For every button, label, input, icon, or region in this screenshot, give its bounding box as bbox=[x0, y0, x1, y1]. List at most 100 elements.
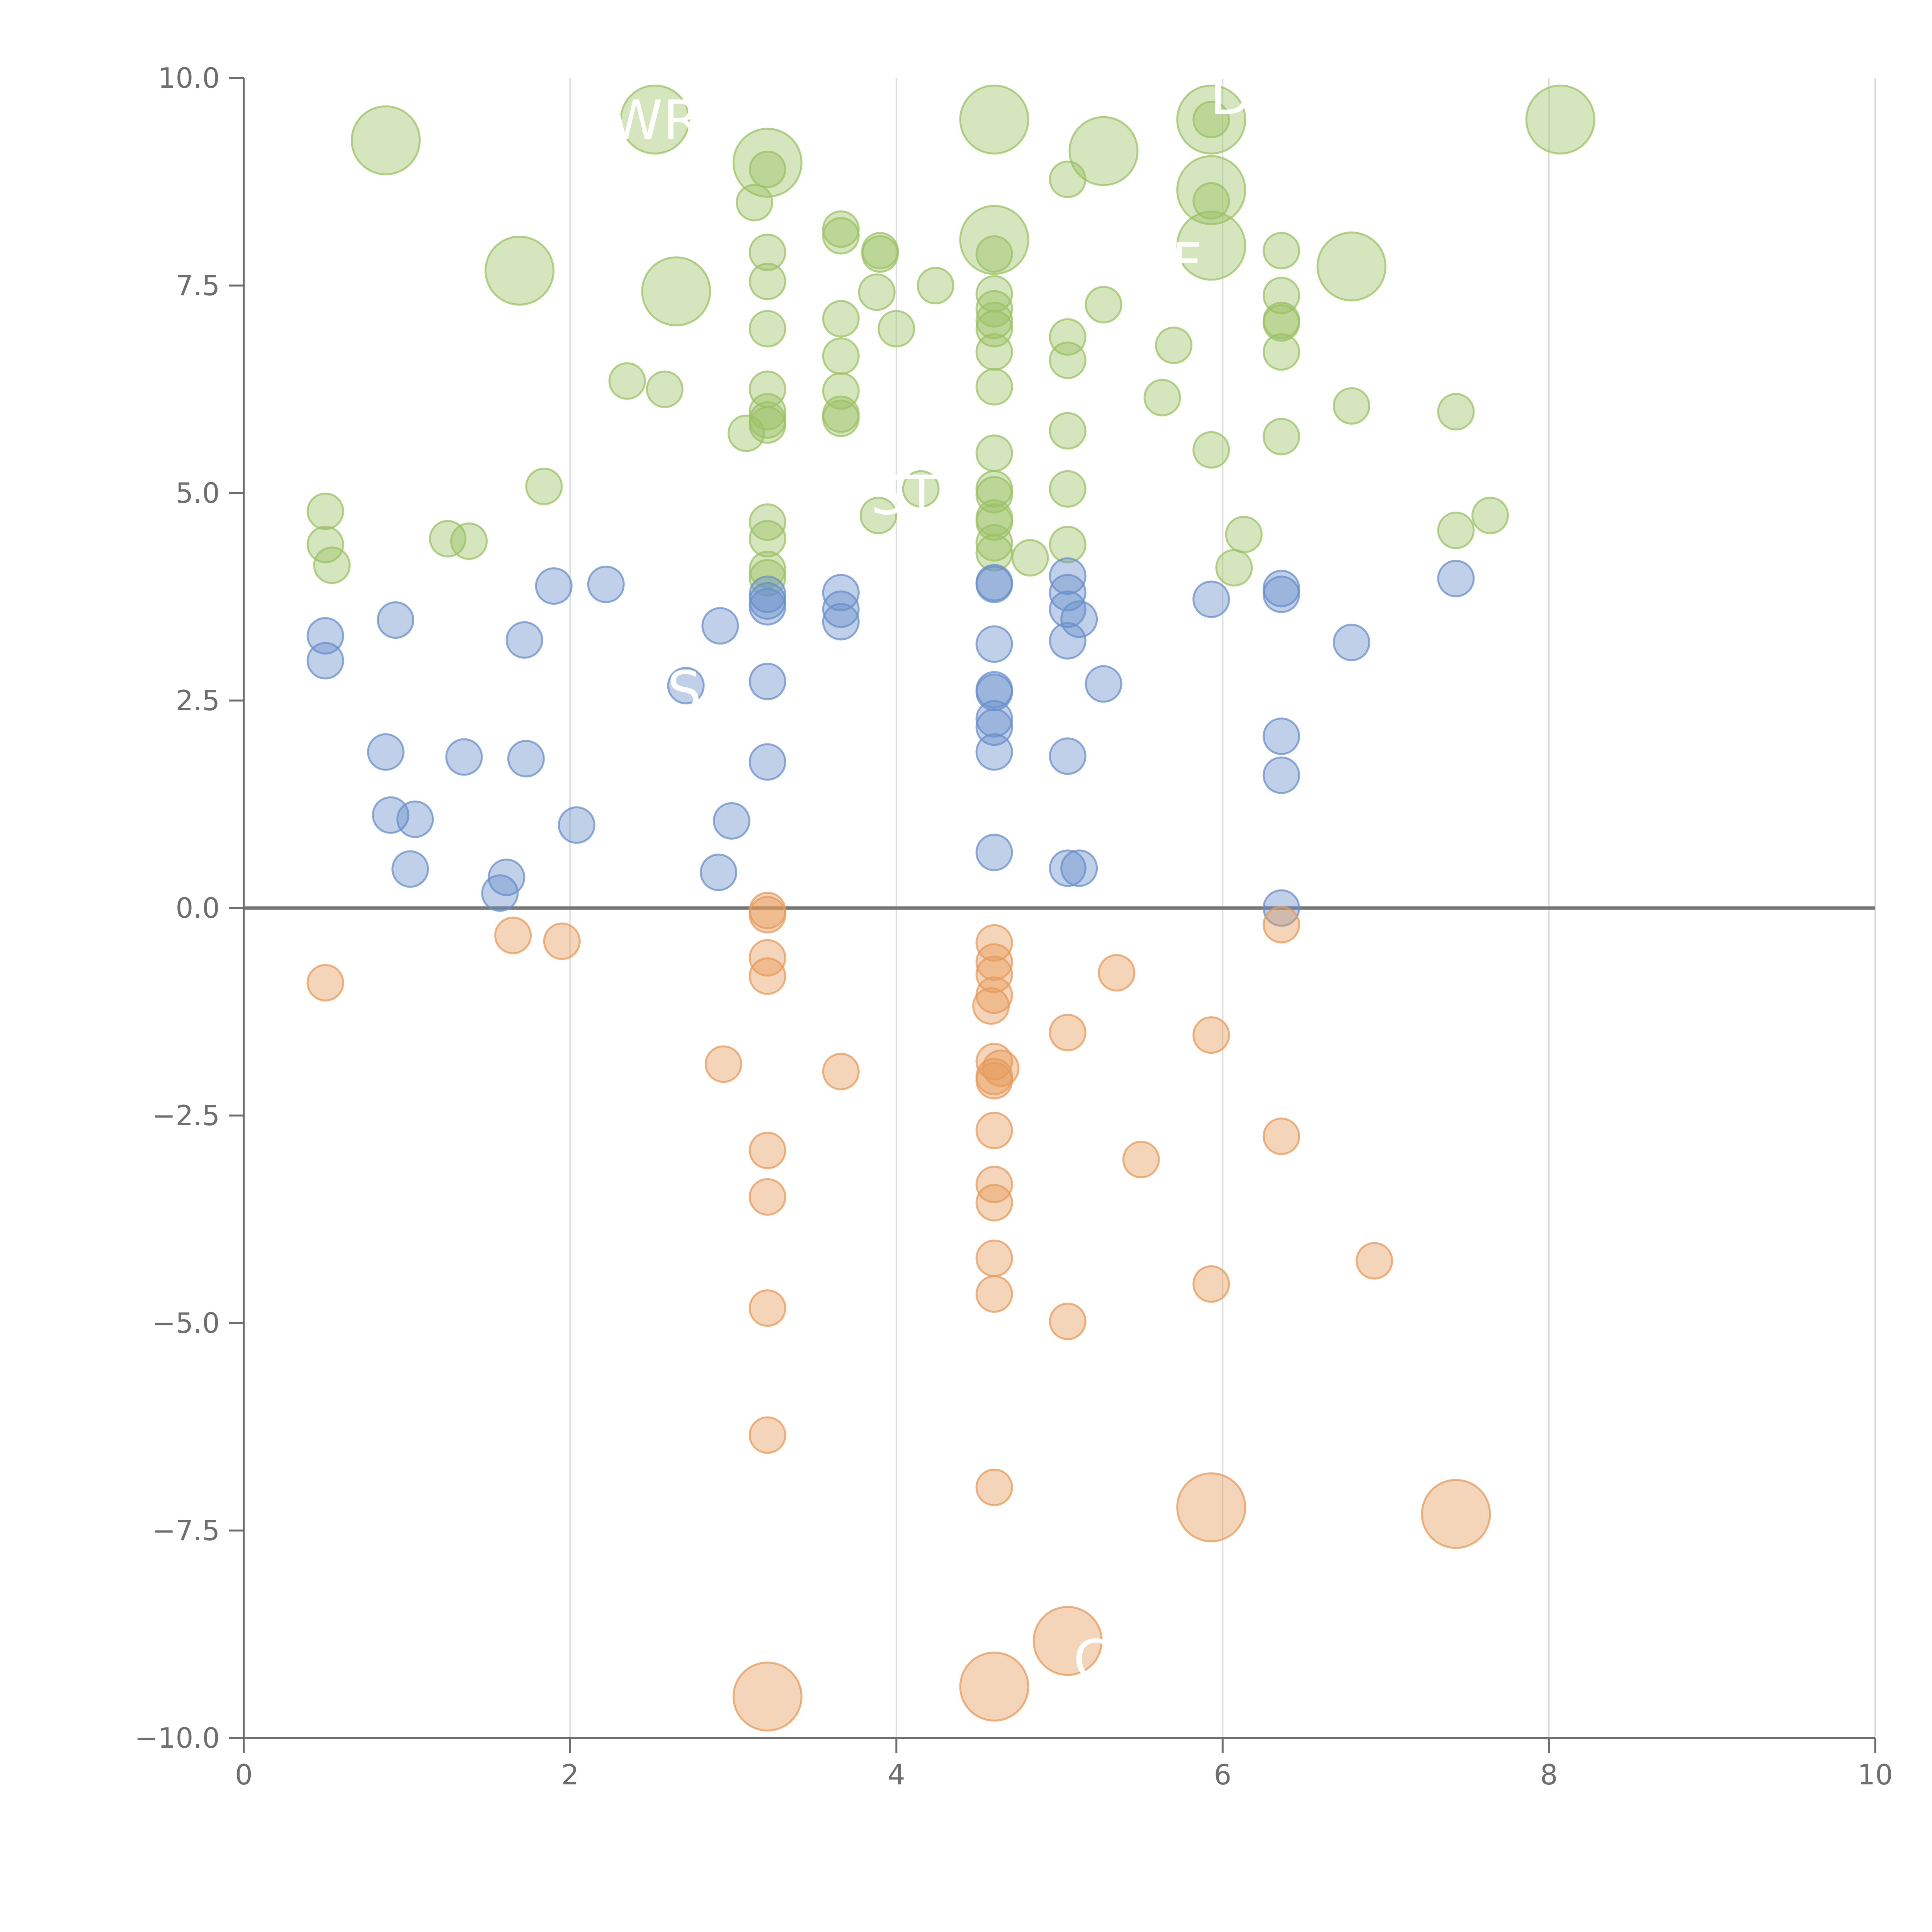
data-point-mid bbox=[1049, 622, 1087, 660]
data-point-high bbox=[450, 522, 488, 560]
data-point-low bbox=[822, 1053, 860, 1090]
data-point-high bbox=[1068, 116, 1139, 186]
annotation-label: WR bbox=[609, 89, 701, 152]
data-point-mid bbox=[701, 607, 739, 645]
data-point-high bbox=[748, 406, 786, 444]
x-tick-label: 6 bbox=[1214, 1759, 1231, 1791]
data-point-high bbox=[306, 492, 344, 530]
data-point-high bbox=[1192, 431, 1230, 469]
annotation-label: ST bbox=[871, 464, 939, 527]
data-point-high bbox=[1049, 341, 1087, 379]
data-point-high bbox=[1143, 379, 1181, 417]
data-point-low bbox=[306, 964, 344, 1002]
data-point-mid bbox=[1333, 624, 1371, 662]
data-point-low bbox=[975, 1239, 1013, 1277]
data-point-high bbox=[727, 414, 765, 452]
data-point-mid bbox=[975, 733, 1013, 771]
data-point-mid bbox=[377, 601, 415, 639]
data-point-mid bbox=[1049, 557, 1087, 595]
data-point-high bbox=[748, 150, 786, 188]
data-point-mid bbox=[445, 738, 483, 776]
data-point-high bbox=[975, 333, 1013, 371]
data-point-mid bbox=[1060, 849, 1098, 887]
data-point-mid bbox=[713, 802, 750, 840]
data-point-mid bbox=[391, 850, 429, 888]
data-point-mid bbox=[1049, 849, 1087, 887]
data-point-high bbox=[1262, 304, 1300, 342]
data-point-mid bbox=[975, 700, 1013, 738]
data-point-low bbox=[1192, 1265, 1230, 1303]
data-point-low bbox=[1192, 1016, 1230, 1054]
data-point-high bbox=[975, 368, 1013, 406]
annotation-label: D bbox=[1210, 64, 1252, 127]
data-point-low bbox=[975, 1275, 1013, 1313]
data-point-low bbox=[1262, 906, 1300, 944]
x-tick-label: 8 bbox=[1540, 1759, 1558, 1791]
data-point-low bbox=[1049, 1014, 1087, 1051]
annotations: WR D F ST S C bbox=[609, 64, 1252, 1692]
data-point-high bbox=[1437, 393, 1475, 430]
data-point-mid bbox=[1192, 580, 1230, 618]
data-point-low bbox=[975, 1062, 1013, 1100]
annotation-label: F bbox=[1171, 232, 1202, 295]
data-point-low bbox=[1421, 1479, 1491, 1549]
data-point-high bbox=[313, 546, 351, 584]
data-point-high bbox=[1176, 84, 1247, 155]
data-point-high bbox=[735, 184, 773, 221]
data-point-mid bbox=[748, 588, 786, 626]
data-point-mid bbox=[367, 733, 405, 771]
data-point-mid bbox=[505, 621, 543, 659]
data-point-high bbox=[959, 84, 1029, 155]
data-point-low bbox=[1176, 1472, 1247, 1543]
data-point-high bbox=[1049, 526, 1087, 563]
y-tick-label: 7.5 bbox=[175, 269, 220, 302]
data-point-high bbox=[1215, 549, 1253, 587]
data-point-low bbox=[975, 943, 1013, 981]
data-point-high bbox=[1049, 412, 1087, 450]
data-point-mid bbox=[1262, 756, 1300, 794]
data-point-mid bbox=[481, 874, 519, 912]
data-point-mid bbox=[748, 663, 786, 701]
data-point-mid bbox=[306, 642, 344, 680]
data-point-high bbox=[878, 310, 915, 348]
data-point-high bbox=[350, 105, 421, 175]
data-point-low bbox=[975, 1043, 1013, 1080]
data-point-low bbox=[748, 1416, 786, 1454]
data-point-mid bbox=[822, 574, 860, 612]
data-point-high bbox=[822, 300, 860, 338]
data-point-high bbox=[608, 362, 646, 400]
data-point-high bbox=[646, 371, 684, 408]
data-point-high bbox=[858, 273, 896, 311]
data-point-high bbox=[1316, 231, 1387, 302]
data-point-low bbox=[1049, 1303, 1087, 1340]
data-point-high bbox=[1262, 232, 1300, 270]
data-point-high bbox=[1049, 160, 1087, 198]
data-point-high bbox=[1155, 327, 1193, 364]
data-point-high bbox=[975, 534, 1013, 572]
y-tick-label: −10.0 bbox=[134, 1722, 220, 1754]
data-point-mid bbox=[1085, 665, 1122, 703]
data-point-low bbox=[494, 917, 532, 954]
data-point-high bbox=[748, 503, 786, 541]
data-point-high bbox=[1192, 100, 1230, 138]
data-point-low bbox=[748, 1289, 786, 1327]
y-tick-label: −7.5 bbox=[152, 1514, 220, 1547]
data-point-high bbox=[1225, 515, 1263, 553]
x-tick-label: 4 bbox=[888, 1759, 905, 1791]
data-point-mid bbox=[1262, 889, 1300, 927]
data-point-high bbox=[1192, 182, 1230, 220]
data-point-high bbox=[861, 235, 899, 273]
y-tick-label: 10.0 bbox=[158, 62, 220, 94]
y-tick-label: 5.0 bbox=[175, 477, 220, 509]
data-point-high bbox=[822, 217, 860, 255]
data-point-high bbox=[1262, 418, 1300, 456]
data-point-mid bbox=[700, 854, 738, 891]
data-point-high bbox=[429, 520, 467, 558]
data-point-low bbox=[1262, 1117, 1300, 1155]
data-point-low bbox=[748, 1131, 786, 1169]
data-point-high bbox=[620, 84, 690, 155]
data-point-mid bbox=[587, 565, 625, 603]
data-point-low bbox=[748, 896, 786, 934]
data-point-high bbox=[1176, 211, 1247, 281]
data-point-high bbox=[975, 235, 1013, 273]
